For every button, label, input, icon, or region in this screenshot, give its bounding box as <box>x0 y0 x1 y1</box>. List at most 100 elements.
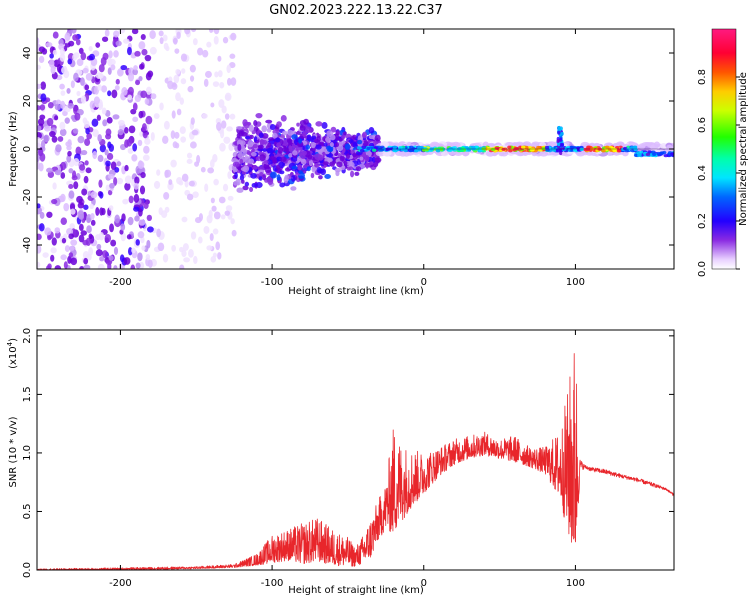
heatmap-cell <box>206 214 213 224</box>
heatmap-cell <box>597 147 603 151</box>
heatmap-cell <box>666 144 673 151</box>
heatmap-cell <box>296 141 304 148</box>
heatmap-cell <box>68 190 75 199</box>
heatmap-cell <box>60 193 66 203</box>
heatmap-cell <box>135 239 140 246</box>
heatmap-cell <box>178 180 184 186</box>
snr-scale-label: (x104) <box>6 338 19 369</box>
heatmap-cell <box>352 152 357 158</box>
heatmap-cell <box>140 90 148 99</box>
heatmap-cell <box>135 79 141 86</box>
heatmap-cell <box>137 160 145 169</box>
heatmap-cell <box>559 137 563 142</box>
heatmap-cell <box>106 152 114 161</box>
heatmap-cell <box>159 102 164 111</box>
heatmap-cell <box>225 205 233 212</box>
heatmap-cell <box>52 31 59 39</box>
heatmap-cell <box>64 245 70 253</box>
heatmap-cell <box>448 148 453 152</box>
heatmap-cell <box>54 103 61 111</box>
heatmap-cell <box>374 157 382 163</box>
heatmap-cell <box>452 146 457 150</box>
heatmap-cell <box>255 113 263 119</box>
heatmap-cell <box>325 136 331 143</box>
heatmap-cell <box>490 147 496 152</box>
heatmap-cell <box>130 264 136 269</box>
heatmap-cell <box>213 35 219 45</box>
heatmap-cell <box>143 145 150 154</box>
heatmap-cell <box>212 252 217 258</box>
heatmap-cell <box>98 179 103 188</box>
heatmap-cell <box>79 77 85 86</box>
heatmap-cell <box>175 92 181 102</box>
heatmap-cell <box>338 137 343 142</box>
heatmap-cell <box>73 181 79 190</box>
heatmap-cell <box>134 215 140 222</box>
heatmap-cell <box>143 202 149 209</box>
heatmap-cell <box>118 29 126 34</box>
heatmap-cell <box>336 161 343 168</box>
heatmap-cell <box>49 53 54 59</box>
heatmap-cell <box>180 78 187 85</box>
heatmap-cell <box>37 125 42 132</box>
heatmap-cell <box>226 64 231 74</box>
heatmap-cell <box>232 161 240 167</box>
heatmap-cell <box>95 207 100 216</box>
heatmap-cell <box>279 182 286 188</box>
colorbar-tick-label: 0.8 <box>697 69 708 85</box>
heatmap-cell <box>649 143 659 150</box>
heatmap-cell <box>105 184 110 191</box>
heatmap-cell <box>258 132 264 139</box>
heatmap-cell <box>212 81 220 87</box>
heatmap-cell <box>536 145 541 150</box>
heatmap-cell <box>140 172 146 179</box>
heatmap-cell <box>40 81 47 90</box>
heatmap-cell <box>318 154 324 161</box>
heatmap-cell <box>52 182 57 190</box>
heatmap-cell <box>37 153 40 163</box>
heatmap-cell <box>93 96 100 105</box>
heatmap-cell <box>150 131 155 141</box>
heatmap-cell <box>97 84 102 91</box>
heatmap-cell <box>212 228 219 235</box>
heatmap-cell <box>181 173 189 182</box>
snr-panel: -200 -100 0 100 0.0 0.5 1.0 1.5 2.0 Height of s… <box>6 328 675 596</box>
heatmap-cell <box>297 164 303 171</box>
heatmap-cell <box>121 87 128 96</box>
heatmap-cell <box>127 147 134 154</box>
heatmap-cell <box>149 30 156 40</box>
heatmap-cell <box>213 29 220 35</box>
heatmap-cell <box>663 154 669 158</box>
heatmap-cell <box>95 234 102 241</box>
heatmap-cell <box>282 146 289 153</box>
heatmap-cell <box>134 50 141 57</box>
heatmap-cell <box>296 122 300 127</box>
heatmap-cell <box>64 117 70 124</box>
heatmap-cell <box>356 146 362 150</box>
heatmap-cell <box>157 242 165 252</box>
heatmap-cell <box>291 134 298 140</box>
heatmap-cell <box>343 131 347 136</box>
heatmap-cell <box>141 48 148 56</box>
heatmap-cell <box>121 213 126 222</box>
heatmap-cell <box>71 175 78 181</box>
heatmap-cell <box>59 53 66 62</box>
heatmap-cell <box>55 144 62 153</box>
heatmap-cell <box>236 187 244 193</box>
heatmap-cell <box>210 256 217 263</box>
heatmap-cell <box>44 125 51 132</box>
heatmap-cell <box>223 136 231 144</box>
x-tick-label: -200 <box>109 578 132 589</box>
heatmap-cell <box>113 50 119 58</box>
heatmap-cell <box>208 29 214 33</box>
heatmap-cell <box>39 104 46 111</box>
heatmap-cell <box>59 48 65 56</box>
heatmap-cell <box>343 160 348 166</box>
heatmap-cell <box>76 90 81 97</box>
heatmap-cell <box>167 80 174 90</box>
heatmap-cell <box>107 262 112 269</box>
heatmap-cell <box>115 40 122 47</box>
heatmap-cell <box>364 155 370 162</box>
heatmap-cell <box>179 126 186 134</box>
heatmap-cell <box>105 160 111 167</box>
